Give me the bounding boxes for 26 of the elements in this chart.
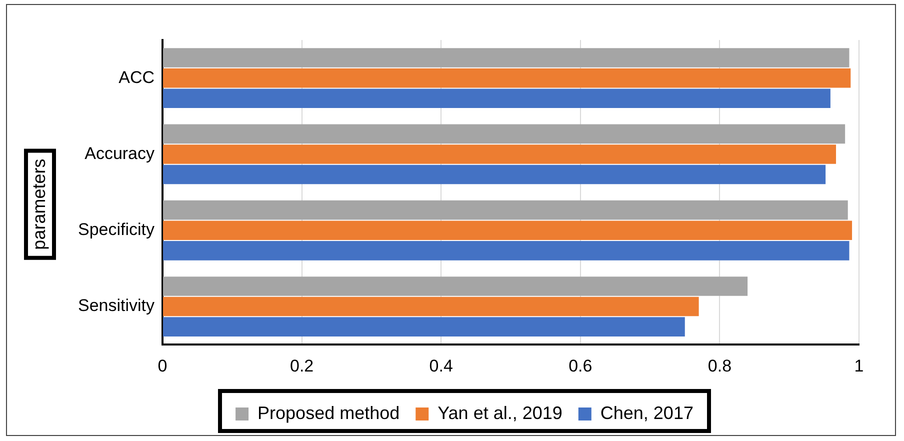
bar: [163, 88, 830, 108]
bar: [163, 200, 848, 220]
bar: [163, 317, 685, 336]
legend-label: Yan et al., 2019: [438, 402, 562, 423]
y-tick-label: Accuracy: [84, 144, 156, 163]
bar: [163, 48, 850, 68]
bar: [163, 241, 850, 260]
x-tick-label: 0.2: [290, 356, 314, 376]
x-tick-label: 0: [158, 356, 168, 376]
y-tick-label: ACC: [118, 68, 155, 87]
bar: [163, 144, 836, 164]
x-tick-label: 1: [854, 356, 864, 376]
legend-label: Proposed method: [258, 402, 400, 423]
bar: [163, 164, 826, 184]
bar: [163, 220, 852, 240]
y-tick-label: Specificity: [78, 220, 156, 240]
y-axis-title: parameters: [28, 158, 49, 250]
bar: [163, 276, 748, 296]
bar: [163, 68, 851, 88]
y-tick-label: Sensitivity: [78, 296, 156, 316]
x-tick-label: 0.8: [708, 356, 732, 376]
legend-label: Chen, 2017: [600, 402, 694, 423]
bar: [163, 296, 699, 316]
x-tick-label: 0.6: [568, 356, 592, 376]
bar: [163, 124, 846, 144]
x-tick-label: 0.4: [429, 356, 453, 376]
